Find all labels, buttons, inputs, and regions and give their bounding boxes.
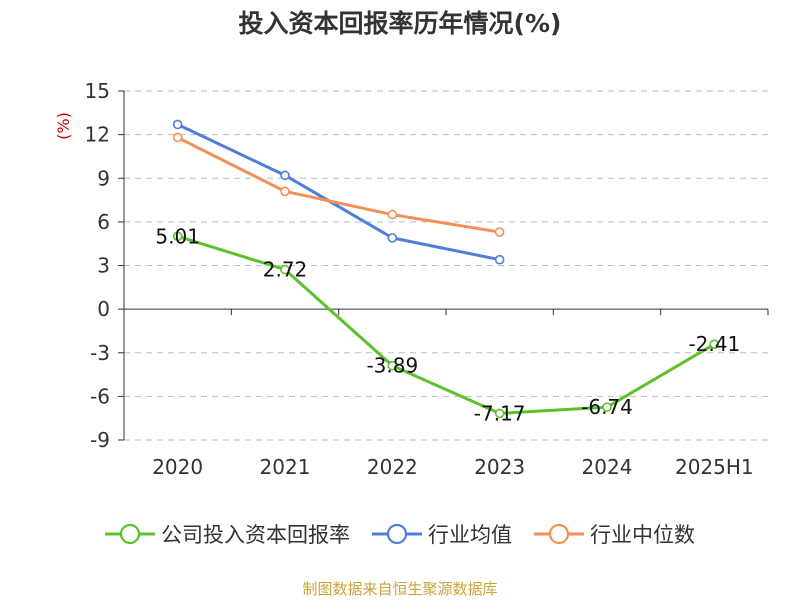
series-line-2 — [176, 136, 500, 234]
x-tick-label: 2022 — [367, 455, 418, 479]
legend-marker-icon — [372, 523, 422, 545]
legend-marker-icon — [105, 523, 155, 545]
y-axis-label: (%) — [54, 112, 73, 140]
chart-title: 投入资本回报率历年情况(%) — [238, 9, 562, 38]
data-point[interactable] — [172, 119, 183, 130]
y-tick-label: 15 — [85, 79, 110, 103]
data-labels: 5.01 2.72 -3.89 -7.17 -6.74 -2.41 — [155, 224, 740, 425]
y-tick-label: 3 — [97, 254, 110, 278]
data-point[interactable] — [387, 209, 398, 220]
x-tick-label: 2025H1 — [675, 455, 754, 479]
data-label: -6.74 — [581, 395, 633, 419]
data-point[interactable] — [494, 254, 505, 265]
series-lines — [172, 119, 720, 419]
y-tick-label: 12 — [85, 123, 110, 147]
data-point[interactable] — [709, 339, 720, 349]
y-tick-label: -6 — [90, 384, 110, 408]
x-tick-label: 2021 — [260, 455, 311, 479]
data-point[interactable] — [494, 227, 505, 237]
axes: 15 12 9 6 3 0 -3 -6 -9 2020 2021 2022 2023 2024 2025H1 — [85, 79, 769, 479]
series-line-1 — [177, 123, 500, 262]
y-tick-label: 0 — [97, 297, 110, 321]
data-point[interactable] — [280, 170, 290, 181]
data-point[interactable] — [172, 231, 183, 242]
legend-label: 行业均值 — [428, 523, 512, 547]
data-label: -2.41 — [688, 332, 740, 356]
x-tick-label: 2020 — [152, 455, 203, 479]
data-point[interactable] — [280, 264, 290, 275]
data-label: 2.72 — [263, 258, 308, 282]
data-point[interactable] — [387, 233, 398, 243]
data-point[interactable] — [172, 132, 183, 143]
data-label: -7.17 — [474, 401, 526, 425]
legend-item[interactable]: 公司投入资本回报率 — [105, 519, 350, 549]
data-point[interactable] — [602, 402, 612, 412]
data-point[interactable] — [494, 408, 505, 419]
y-tick-label: 6 — [97, 210, 110, 234]
legend-label: 公司投入资本回报率 — [161, 523, 350, 547]
x-tick-label: 2023 — [474, 455, 525, 479]
data-point[interactable] — [387, 360, 398, 371]
x-tick-label: 2024 — [582, 455, 633, 479]
legend-item[interactable]: 行业中位数 — [534, 519, 695, 549]
legend: 公司投入资本回报率 行业均值 行业中位数 — [0, 519, 800, 549]
legend-item[interactable]: 行业均值 — [372, 519, 512, 549]
legend-label: 行业中位数 — [590, 523, 695, 547]
y-tick-label: -9 — [90, 428, 110, 452]
y-tick-label: -3 — [90, 341, 110, 365]
source-note: 制图数据来自恒生聚源数据库 — [302, 580, 498, 598]
y-tick-label: 9 — [97, 166, 110, 190]
legend-marker-icon — [534, 523, 584, 545]
series-line-0 — [177, 234, 716, 415]
data-point[interactable] — [280, 186, 290, 197]
data-label: -3.89 — [366, 354, 418, 378]
data-label: 5.01 — [155, 224, 200, 248]
